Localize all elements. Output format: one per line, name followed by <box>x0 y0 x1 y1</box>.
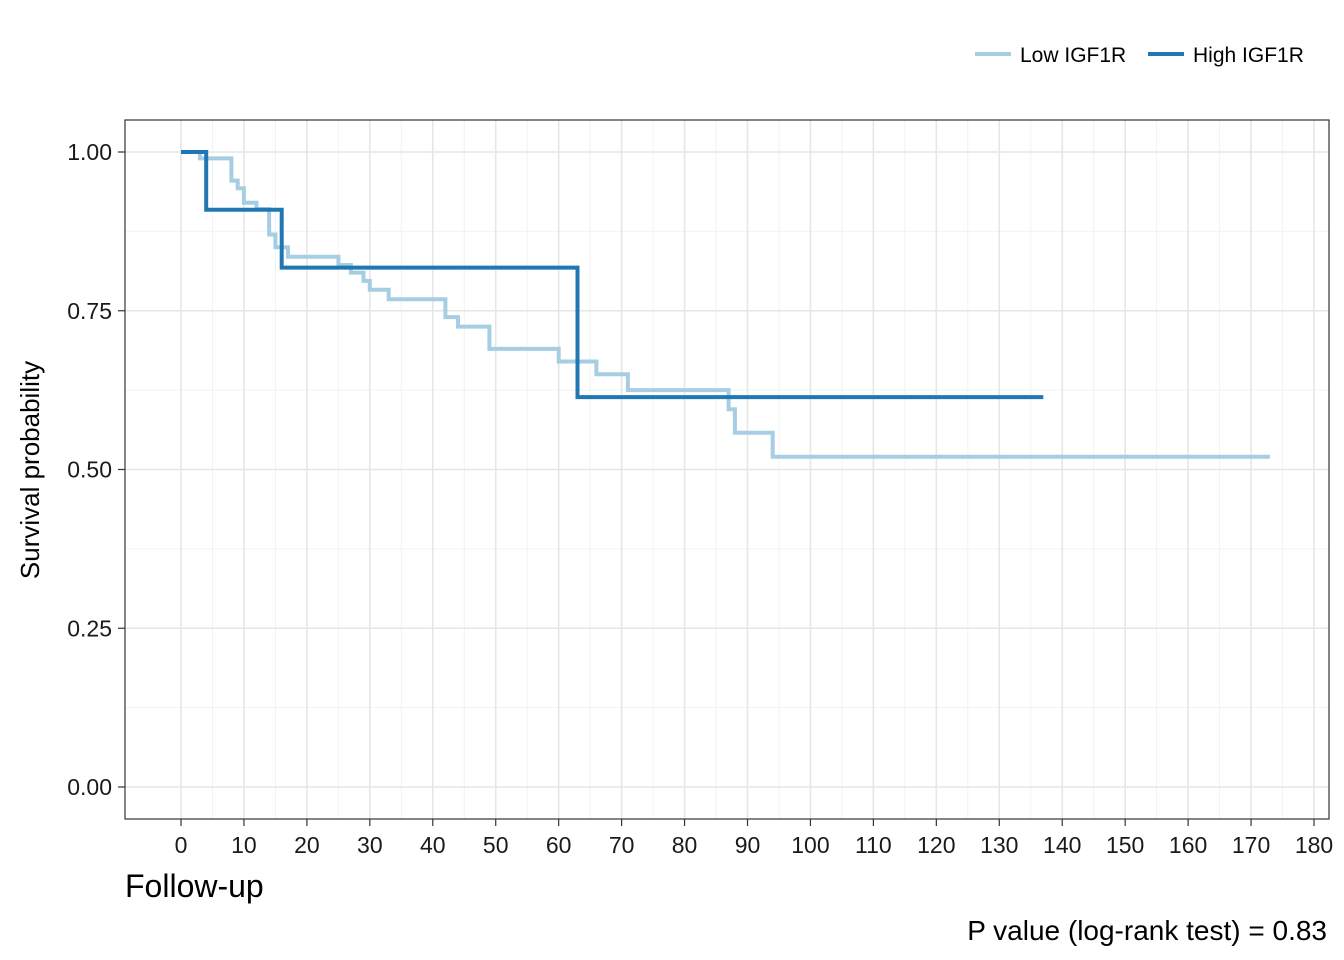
y-tick-label: 0.25 <box>67 615 112 641</box>
x-tick-label: 140 <box>1043 832 1081 858</box>
x-tick-label: 100 <box>791 832 829 858</box>
y-axis-title: Survival probability <box>15 361 45 579</box>
x-tick-label: 170 <box>1232 832 1270 858</box>
series-layer <box>181 150 1270 459</box>
x-tick-label: 80 <box>672 832 698 858</box>
y-tick-label: 0.75 <box>67 298 112 324</box>
x-tick-label: 20 <box>294 832 320 858</box>
x-tick-label: 40 <box>420 832 446 858</box>
x-tick-label: 70 <box>609 832 635 858</box>
x-axis-title: Follow-up <box>125 868 264 904</box>
grid-major <box>125 120 1329 819</box>
x-tick-label: 120 <box>917 832 955 858</box>
survival-curve-high-igf1r <box>181 150 1044 400</box>
x-tick-label: 60 <box>546 832 572 858</box>
x-tick-label: 0 <box>175 832 188 858</box>
x-tick-label: 110 <box>855 832 892 858</box>
x-tick-label: 180 <box>1295 832 1333 858</box>
p-value-annotation: P value (log-rank test) = 0.83 <box>967 915 1327 946</box>
x-tick-label: 150 <box>1106 832 1144 858</box>
x-tick-label: 10 <box>231 832 257 858</box>
x-axis: 0 10 20 30 40 50 60 70 80 90 100 110 120 130 140 150 160… <box>175 819 1333 858</box>
y-tick-label: 0.00 <box>67 774 112 800</box>
legend-label-high-igf1r: High IGF1R <box>1193 44 1304 67</box>
survival-curve-low-igf1r <box>181 150 1270 459</box>
x-tick-label: 50 <box>483 832 509 858</box>
y-tick-label: 0.50 <box>67 457 112 483</box>
y-tick-label: 1.00 <box>67 139 112 165</box>
x-tick-label: 130 <box>980 832 1018 858</box>
x-tick-label: 160 <box>1169 832 1207 858</box>
legend-label-low-igf1r: Low IGF1R <box>1020 44 1126 67</box>
y-axis: 0.00 0.25 0.50 0.75 1.00 <box>67 139 125 800</box>
legend: Low IGF1R High IGF1R <box>975 44 1304 67</box>
x-tick-label: 90 <box>735 832 761 858</box>
x-tick-label: 30 <box>357 832 383 858</box>
